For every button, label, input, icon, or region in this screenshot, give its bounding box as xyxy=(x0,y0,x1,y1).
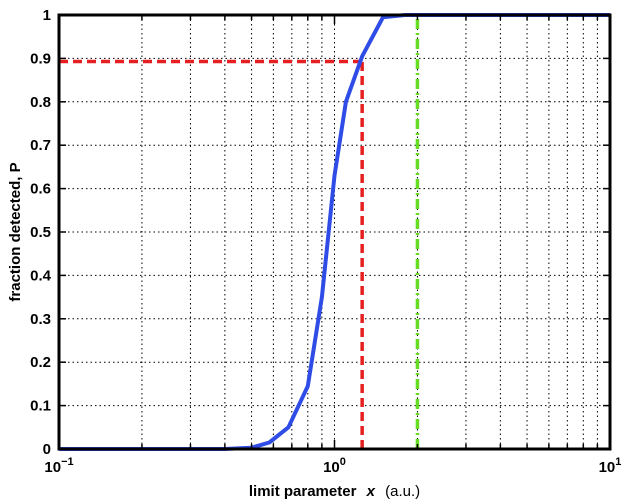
y-tick-label: 0.3 xyxy=(30,311,51,328)
x-tick-labels: 10−1 100 101 xyxy=(44,456,621,476)
y-tick-label: 0 xyxy=(43,441,51,458)
x-axis-title-text: limit parameter xyxy=(249,483,357,500)
y-tick-label: 0.7 xyxy=(30,137,51,154)
y-tick-label: 0.2 xyxy=(30,354,51,371)
x-tick-label: 10−1 xyxy=(44,456,73,476)
x-axis-unit: (a.u.) xyxy=(385,483,420,500)
x-axis-variable: x xyxy=(366,483,376,500)
x-axis-title: limit parameter x (a.u.) xyxy=(249,483,420,500)
y-tick-label: 1 xyxy=(43,7,51,24)
y-axis-title: fraction detected, P xyxy=(7,162,24,301)
x-tick-label: 101 xyxy=(599,456,622,476)
x-tick-label: 100 xyxy=(323,456,346,476)
y-tick-label: 0.9 xyxy=(30,50,51,67)
y-tick-label: 0.8 xyxy=(30,94,51,111)
y-tick-label: 0.1 xyxy=(30,398,51,415)
y-tick-labels: 0 0.1 0.2 0.3 0.4 0.5 0.6 0.7 0.8 0.9 1 xyxy=(30,7,52,458)
y-tick-label: 0.5 xyxy=(30,224,51,241)
y-tick-label: 0.6 xyxy=(30,181,51,198)
y-tick-label: 0.4 xyxy=(30,267,52,284)
grid xyxy=(59,15,610,449)
tick-marks xyxy=(58,14,611,450)
